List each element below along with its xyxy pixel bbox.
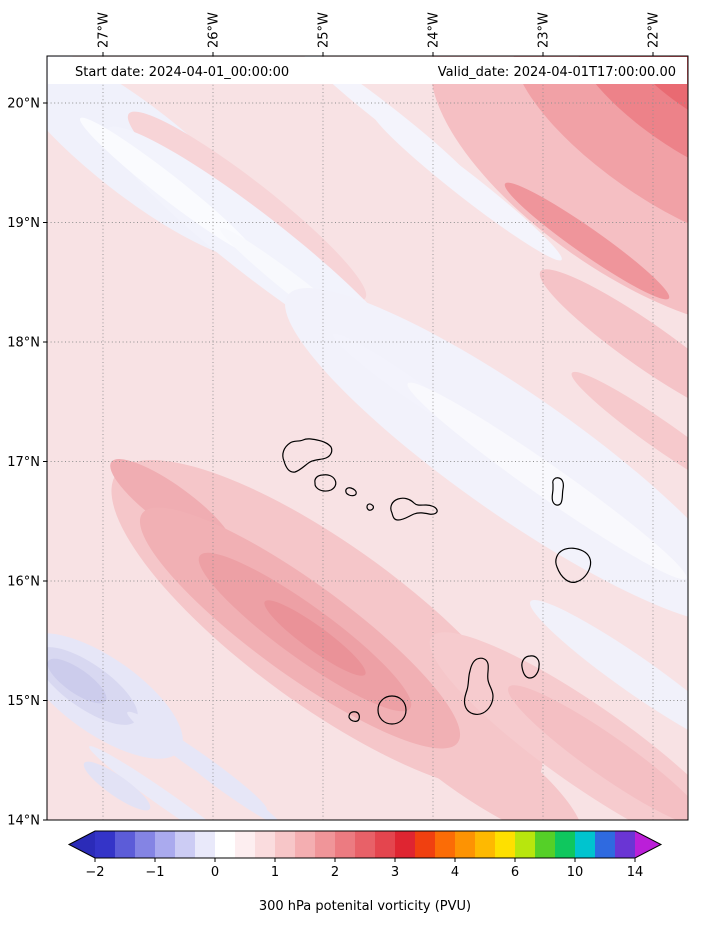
- island-santo-antao: [282, 438, 333, 473]
- colorbar-segment: [575, 831, 596, 858]
- colorbar: −2 −1 0 1 2 3 4 6 10 14: [67, 830, 663, 880]
- colorbar-tick-label: 0: [211, 865, 219, 880]
- pv-field: [47, 56, 688, 820]
- colorbar-segment: [115, 831, 136, 858]
- island-outlines: [282, 438, 592, 725]
- colorbar-segment: [355, 831, 376, 858]
- colorbar-segment: [135, 831, 156, 858]
- colorbar-segment: [555, 831, 576, 858]
- colorbar-tick-label: −2: [85, 865, 104, 880]
- left-tick-label: 15°N: [7, 694, 40, 709]
- colorbar-segment: [235, 831, 256, 858]
- colorbar-segment: [335, 831, 356, 858]
- island-sal: [551, 477, 564, 506]
- colorbar-segment: [495, 831, 516, 858]
- colorbar-segment: [195, 831, 216, 858]
- colorbar-segment: [515, 831, 536, 858]
- start-date-text: Start date: 2024-04-01_00:00:00: [75, 65, 289, 80]
- island-brava: [348, 711, 360, 722]
- colorbar-segment: [535, 831, 556, 858]
- graticule: [47, 56, 688, 821]
- island-maio: [521, 655, 540, 679]
- left-tick-label: 16°N: [7, 575, 40, 590]
- top-tick-label: 25°W: [317, 12, 332, 48]
- colorbar-segment: [295, 831, 316, 858]
- valid-date-text: Valid_date: 2024-04-01T17:00:00.00: [438, 65, 676, 80]
- colorbar-segment: [215, 831, 236, 858]
- colorbar-tick-label: 4: [451, 865, 459, 880]
- island-fogo: [377, 695, 407, 725]
- colorbar-segment: [155, 831, 176, 858]
- annotation-bar: Start date: 2024-04-01_00:00:00 Valid_da…: [48, 57, 687, 84]
- colorbar-tick-label: 1: [271, 865, 279, 880]
- colorbar-segment: [315, 831, 336, 858]
- colorbar-caption: 300 hPa potenital vorticity (PVU): [259, 899, 471, 914]
- top-tick-label: 22°W: [647, 12, 662, 48]
- colorbar-tick-label: 2: [331, 865, 339, 880]
- left-tick-label: 19°N: [7, 216, 40, 231]
- colorbar-segment: [435, 831, 456, 858]
- colorbar-segment: [175, 831, 196, 858]
- colorbar-segment: [375, 831, 396, 858]
- island-sao-vicente: [314, 474, 337, 492]
- colorbar-tick-label: 10: [567, 865, 584, 880]
- colorbar-segment: [255, 831, 276, 858]
- colorbar-left-arrow: [69, 831, 95, 858]
- colorbar-segment: [615, 831, 636, 858]
- left-tick-label: 17°N: [7, 455, 40, 470]
- top-tick-label: 27°W: [97, 12, 112, 48]
- left-tick-label: 18°N: [7, 336, 40, 351]
- colorbar-segment: [275, 831, 296, 858]
- island-branco: [366, 503, 374, 511]
- annotation-bar-bg: [48, 57, 687, 84]
- top-tick-label: 23°W: [537, 12, 552, 48]
- island-boa-vista: [555, 547, 592, 583]
- island-santiago: [463, 657, 494, 715]
- axes-ticks-and-labels: 27°W 26°W 25°W 24°W 23°W 22°W 20°N 19°N 18°N 17°N…: [7, 12, 661, 829]
- axes-frame: [46, 55, 689, 821]
- colorbar-segment: [455, 831, 476, 858]
- left-tick-label: 20°N: [7, 97, 40, 112]
- colorbar-segment: [415, 831, 436, 858]
- island-sao-nicolau: [390, 497, 438, 521]
- top-tick-label: 24°W: [427, 12, 442, 48]
- colorbar-tick-label: 14: [627, 865, 644, 880]
- colorbar-segment: [475, 831, 496, 858]
- colorbar-tick-label: −1: [145, 865, 164, 880]
- colorbar-segment: [395, 831, 416, 858]
- colorbar-segment: [95, 831, 116, 858]
- left-tick-label: 14°N: [7, 814, 40, 829]
- top-tick-label: 26°W: [207, 12, 222, 48]
- island-santa-luzia: [345, 487, 357, 497]
- colorbar-tick-label: 3: [391, 865, 399, 880]
- colorbar-tick-label: 6: [511, 865, 519, 880]
- colorbar-right-arrow: [635, 831, 661, 858]
- colorbar-segment: [595, 831, 616, 858]
